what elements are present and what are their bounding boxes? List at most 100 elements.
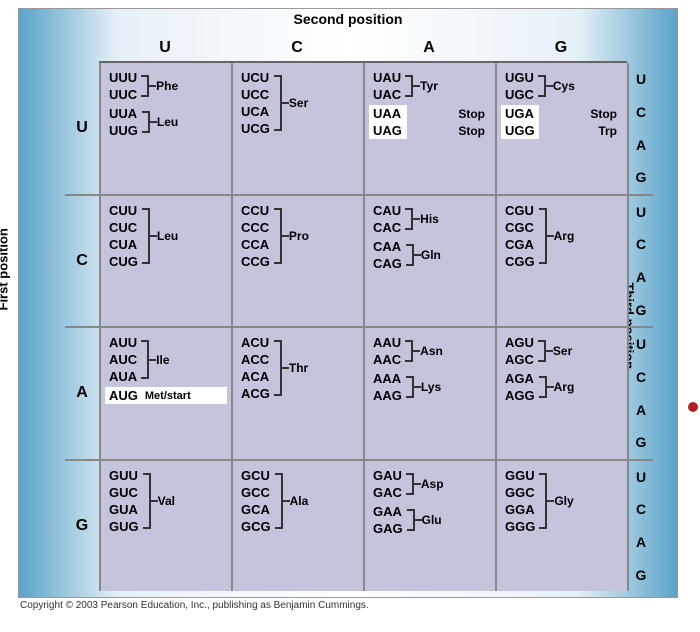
table-row: CCUUCUCCUACUGLeuCCUCCCCCACCGProCAUCACHis…: [65, 194, 653, 327]
amino-acid: Leu: [157, 229, 178, 243]
amino-acid: Ile: [156, 353, 169, 367]
third-position-letter: G: [629, 426, 653, 459]
bracket-icon: [405, 72, 417, 100]
codon: AAU: [369, 334, 405, 351]
column-header-row: U C A G: [65, 33, 653, 63]
codon-cell: CUUCUCCUACUGLeu: [99, 196, 231, 327]
third-position-letter: C: [629, 228, 653, 261]
third-position-letter: A: [629, 526, 653, 559]
bracket-icon: [405, 205, 417, 233]
codon: UGG: [501, 122, 539, 139]
table-row: UUUUUUCPheUUAUUGLeuUCUUCCUCAUCGSerUAUUAC…: [65, 63, 653, 194]
codon: GCA: [237, 501, 275, 518]
codon: GCU: [237, 467, 275, 484]
met-start-row: AUGMet/start: [105, 387, 227, 404]
codon-cell: AUUAUCAUAIle AUGMet/start: [99, 328, 231, 459]
codon: GGC: [501, 484, 539, 501]
bracket-icon: [406, 373, 418, 401]
codon-cell: GCUGCCGCAGCGAla: [231, 461, 363, 592]
codon-group: CGUCGCCGACGGArg: [501, 202, 623, 270]
bracket-icon: [274, 337, 286, 399]
codon-cell: CGUCGCCGACGGArg: [495, 196, 627, 327]
amino-acid: Ser: [289, 96, 308, 110]
codon-cell: UAUUACTyrUAAStopUAGStop: [363, 63, 495, 194]
codon: GGU: [501, 467, 539, 484]
codon: CUC: [105, 219, 142, 236]
table-row: GGUUGUCGUAGUGValGCUGCCGCAGCGAlaGAUGACAsp…: [65, 459, 653, 592]
codon-group: GAUGACAsp: [369, 467, 491, 501]
bracket-icon: [406, 470, 418, 498]
amino-acid: Met/start: [145, 390, 191, 402]
codon: AUG: [105, 387, 142, 404]
codon-cell: AGUAGCSerAGAAGGArg: [495, 328, 627, 459]
codon-group: GCUGCCGCAGCGAla: [237, 467, 359, 535]
codon: UUA: [105, 105, 142, 122]
bracket-icon: [275, 470, 287, 532]
third-position-letter: A: [629, 393, 653, 426]
codon: CGU: [501, 202, 539, 219]
row-header: C: [65, 196, 99, 327]
codon-group: AAAAAGLys: [369, 370, 491, 404]
third-position-letter: C: [629, 96, 653, 129]
codon: UUC: [105, 86, 141, 103]
bracket-icon: [405, 337, 417, 365]
codon: UCC: [237, 86, 274, 103]
row-header: A: [65, 328, 99, 459]
codon-group: UGUUGCCys: [501, 69, 623, 103]
amino-acid: Asn: [420, 344, 443, 358]
codon-group: CUUCUCCUACUGLeu: [105, 202, 227, 270]
bracket-icon: [141, 337, 153, 382]
codon: CCC: [237, 219, 274, 236]
codon: CUU: [105, 202, 142, 219]
col-header: A: [363, 33, 495, 63]
third-position-label: Third position: [649, 209, 677, 409]
codon: CAA: [369, 238, 406, 255]
codon: AUU: [105, 334, 141, 351]
copyright-text: Copyright © 2003 Pearson Education, Inc.…: [20, 600, 369, 611]
amino-acid: Ala: [290, 494, 309, 508]
codon-group: AUUAUCAUAIle: [105, 334, 227, 385]
third-position-letter: A: [629, 128, 653, 161]
codon: AUC: [105, 351, 141, 368]
codon-group: ACUACCACAACGThr: [237, 334, 359, 402]
codon: AAC: [369, 351, 405, 368]
codon: ACA: [237, 368, 274, 385]
amino-acid: Stop: [590, 107, 617, 121]
bracket-icon: [539, 205, 551, 267]
codon: CUA: [105, 236, 142, 253]
amino-acid: Val: [158, 494, 175, 508]
amino-acid: Phe: [156, 79, 178, 93]
amino-acid: Stop: [458, 124, 485, 138]
codon: UCA: [237, 103, 274, 120]
codon: AAA: [369, 370, 406, 387]
third-position-letter: C: [629, 361, 653, 394]
bracket-icon: [274, 205, 286, 267]
third-position-col: UCAG: [627, 196, 653, 327]
codon: UGC: [501, 86, 538, 103]
codon: GUA: [105, 501, 143, 518]
codon: CGC: [501, 219, 539, 236]
amino-acid: Glu: [422, 513, 442, 527]
amino-acid: Cys: [553, 79, 575, 93]
third-position-letter: G: [629, 558, 653, 591]
bracket-icon: [142, 108, 154, 136]
bracket-icon: [538, 337, 550, 365]
codon: GAG: [369, 520, 407, 537]
codon-group: AAUAAC Asn: [369, 334, 491, 368]
bracket-icon: [406, 241, 418, 269]
codon-special-row: UAAStop: [369, 105, 491, 122]
codon: GAC: [369, 484, 406, 501]
codon: CAU: [369, 202, 405, 219]
codon-group: GGUGGCGGAGGGGly: [501, 467, 623, 535]
bracket-icon: [539, 470, 551, 532]
codon: CAC: [369, 219, 405, 236]
codon: AGU: [501, 334, 538, 351]
col-header: U: [99, 33, 231, 63]
codon-table-container: Second position First position Third pos…: [18, 8, 678, 598]
codon: UAA: [369, 105, 407, 122]
codon-cell: AAUAAC Asn AAAAAGLys: [363, 328, 495, 459]
amino-acid: Thr: [289, 361, 308, 375]
third-position-letter: G: [629, 161, 653, 194]
codon-cell: CCUCCCCCACCGPro: [231, 196, 363, 327]
amino-acid: Pro: [289, 229, 309, 243]
